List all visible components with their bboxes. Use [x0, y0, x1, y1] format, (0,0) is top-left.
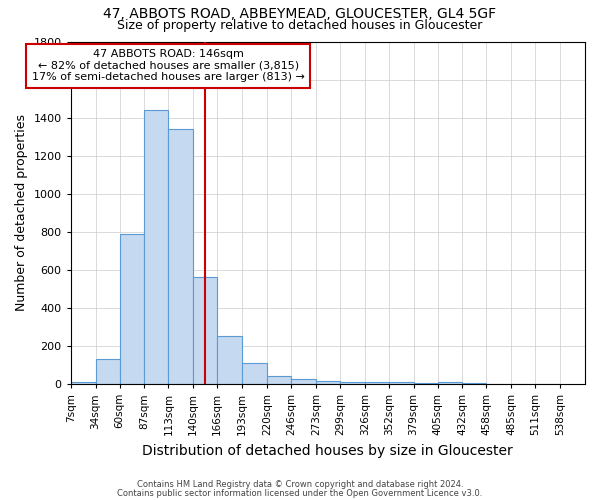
Bar [145, 110, 169, 384]
Bar [291, 380, 316, 384]
Text: 47, ABBOTS ROAD, ABBEYMEAD, GLOUCESTER, GL4 5GF: 47, ABBOTS ROAD, ABBEYMEAD, GLOUCESTER, … [103, 8, 497, 22]
Bar [193, 278, 217, 384]
Bar [365, 382, 389, 384]
Bar [119, 234, 145, 384]
Bar [71, 382, 95, 384]
Bar [437, 382, 463, 384]
Bar [340, 382, 365, 384]
Y-axis label: Number of detached properties: Number of detached properties [15, 114, 28, 312]
Text: 47 ABBOTS ROAD: 146sqm
← 82% of detached houses are smaller (3,815)
17% of semi-: 47 ABBOTS ROAD: 146sqm ← 82% of detached… [32, 49, 305, 82]
Bar [389, 382, 413, 384]
Text: Size of property relative to detached houses in Gloucester: Size of property relative to detached ho… [118, 18, 482, 32]
Bar [413, 383, 437, 384]
Text: Contains public sector information licensed under the Open Government Licence v3: Contains public sector information licen… [118, 488, 482, 498]
Bar [169, 129, 193, 384]
Bar [316, 381, 340, 384]
X-axis label: Distribution of detached houses by size in Gloucester: Distribution of detached houses by size … [142, 444, 513, 458]
Bar [242, 363, 267, 384]
Bar [217, 336, 242, 384]
Bar [95, 360, 119, 384]
Text: Contains HM Land Registry data © Crown copyright and database right 2024.: Contains HM Land Registry data © Crown c… [137, 480, 463, 489]
Bar [267, 376, 291, 384]
